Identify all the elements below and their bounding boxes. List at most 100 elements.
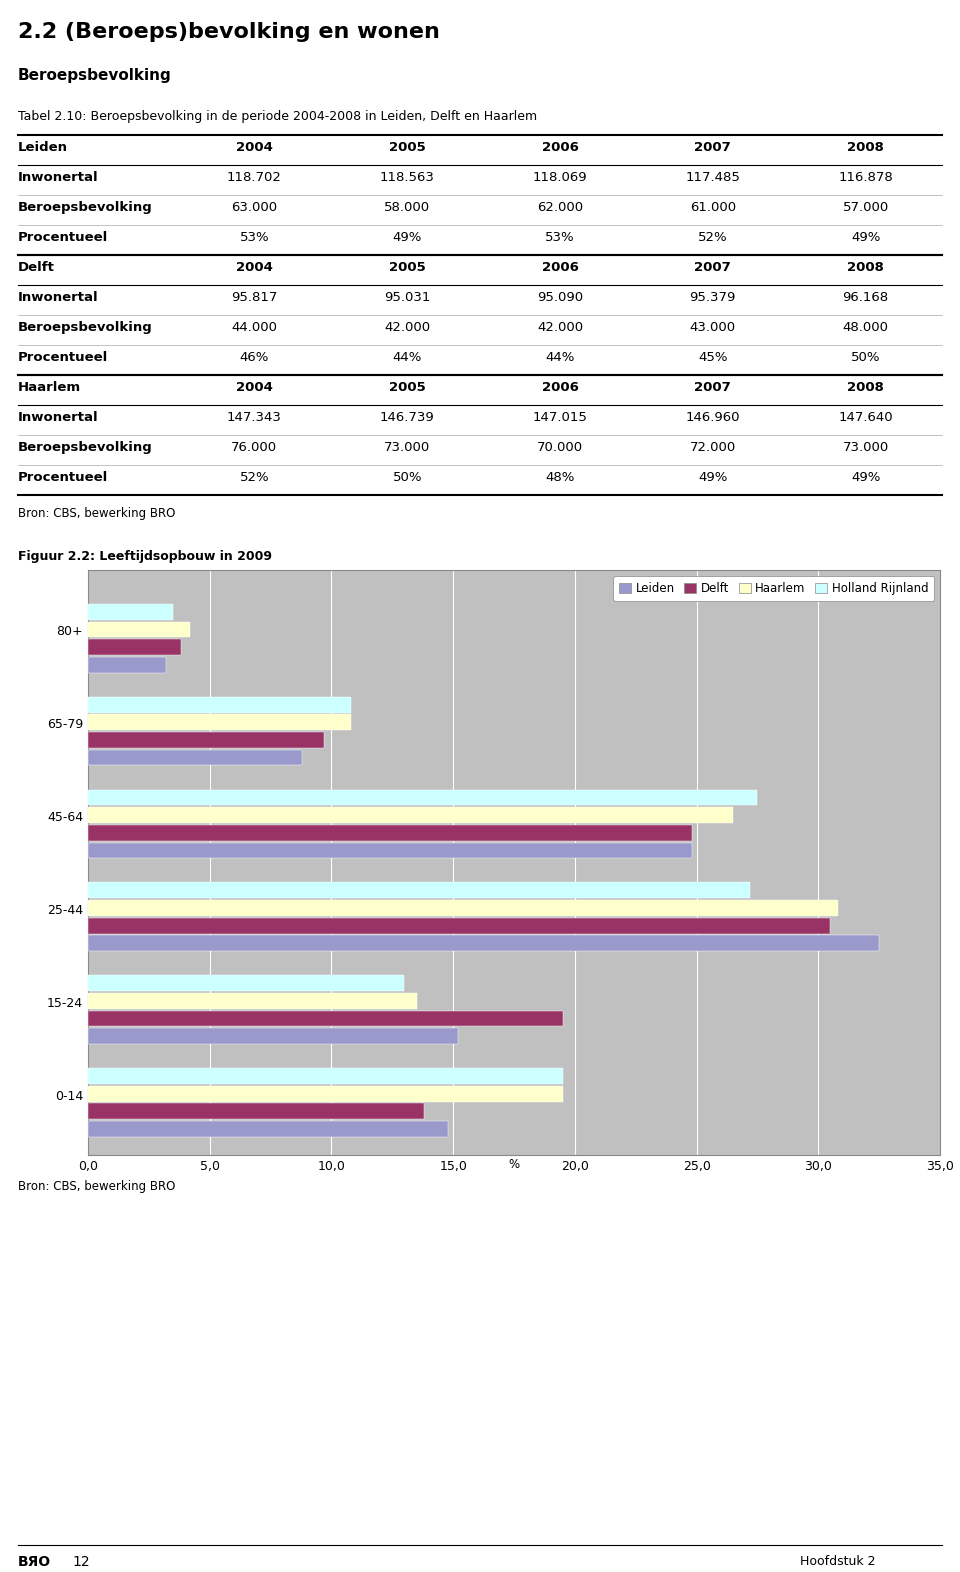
Text: 12: 12 <box>72 1555 89 1569</box>
Bar <box>88 1086 563 1102</box>
Text: 118.563: 118.563 <box>380 171 435 184</box>
Text: 147.015: 147.015 <box>533 410 588 424</box>
Text: Beroepsbevolking: Beroepsbevolking <box>18 68 172 83</box>
Text: Haarlem: Haarlem <box>18 380 82 395</box>
Text: Procentueel: Procentueel <box>18 231 108 244</box>
Text: 2008: 2008 <box>847 380 884 395</box>
Bar <box>88 657 166 673</box>
Text: Hoofdstuk 2: Hoofdstuk 2 <box>800 1555 876 1567</box>
Text: 53%: 53% <box>240 231 269 244</box>
Text: 2005: 2005 <box>389 261 425 274</box>
Text: Inwonertal: Inwonertal <box>18 171 99 184</box>
Text: 49%: 49% <box>698 472 728 484</box>
Bar <box>88 1104 424 1119</box>
Text: %: % <box>509 1159 519 1171</box>
Bar <box>88 750 302 766</box>
Text: 2006: 2006 <box>541 380 579 395</box>
Text: Inwonertal: Inwonertal <box>18 291 99 303</box>
Bar <box>88 696 351 712</box>
Text: Beroepsbevolking: Beroepsbevolking <box>18 321 153 333</box>
Text: 95.379: 95.379 <box>689 291 736 303</box>
Text: 42.000: 42.000 <box>384 321 430 333</box>
Text: 49%: 49% <box>851 231 880 244</box>
Text: 2005: 2005 <box>389 141 425 154</box>
Text: 53%: 53% <box>545 231 575 244</box>
Text: 45%: 45% <box>698 351 728 365</box>
Text: 2007: 2007 <box>694 261 732 274</box>
Bar <box>88 825 692 841</box>
Text: 2.2 (Beroeps)bevolking en wonen: 2.2 (Beroeps)bevolking en wonen <box>18 22 440 42</box>
Text: Bron: CBS, bewerking BRO: Bron: CBS, bewerking BRO <box>18 508 176 520</box>
Text: 44%: 44% <box>393 351 421 365</box>
Text: 58.000: 58.000 <box>384 201 430 214</box>
Text: 96.168: 96.168 <box>843 291 889 303</box>
Text: Tabel 2.10: Beroepsbevolking in de periode 2004-2008 in Leiden, Delft en Haarlem: Tabel 2.10: Beroepsbevolking in de perio… <box>18 110 538 123</box>
Text: BЯO: BЯO <box>18 1555 51 1569</box>
Text: 146.739: 146.739 <box>380 410 435 424</box>
Bar <box>88 789 757 805</box>
Bar <box>88 640 180 656</box>
Text: 50%: 50% <box>393 472 422 484</box>
Text: 61.000: 61.000 <box>689 201 736 214</box>
Text: 2006: 2006 <box>541 261 579 274</box>
Text: Leiden: Leiden <box>18 141 68 154</box>
Text: 57.000: 57.000 <box>843 201 889 214</box>
Bar <box>88 1121 448 1137</box>
Bar <box>88 1028 458 1044</box>
Text: 44%: 44% <box>545 351 575 365</box>
Text: 95.090: 95.090 <box>537 291 583 303</box>
Bar <box>88 843 692 858</box>
Text: Bron: CBS, bewerking BRO: Bron: CBS, bewerking BRO <box>18 1181 176 1193</box>
Text: 46%: 46% <box>240 351 269 365</box>
Text: Procentueel: Procentueel <box>18 472 108 484</box>
Text: 2004: 2004 <box>236 261 273 274</box>
Text: 76.000: 76.000 <box>231 442 277 454</box>
Text: 147.640: 147.640 <box>838 410 893 424</box>
Text: 52%: 52% <box>240 472 269 484</box>
Bar <box>88 935 879 951</box>
Text: 2007: 2007 <box>694 141 732 154</box>
Text: Beroepsbevolking: Beroepsbevolking <box>18 201 153 214</box>
Text: 44.000: 44.000 <box>231 321 277 333</box>
Bar <box>88 808 733 824</box>
Text: 2004: 2004 <box>236 380 273 395</box>
Text: 116.878: 116.878 <box>838 171 893 184</box>
Text: 2007: 2007 <box>694 380 732 395</box>
Bar <box>88 1011 563 1027</box>
Text: 2004: 2004 <box>236 141 273 154</box>
Text: Figuur 2.2: Leeftijdsopbouw in 2009: Figuur 2.2: Leeftijdsopbouw in 2009 <box>18 550 272 563</box>
Text: 73.000: 73.000 <box>843 442 889 454</box>
Legend: Leiden, Delft, Haarlem, Holland Rijnland: Leiden, Delft, Haarlem, Holland Rijnland <box>613 575 934 601</box>
Text: 2008: 2008 <box>847 261 884 274</box>
Text: 48%: 48% <box>545 472 575 484</box>
Bar <box>88 621 190 637</box>
Text: 2008: 2008 <box>847 141 884 154</box>
Text: Procentueel: Procentueel <box>18 351 108 365</box>
Bar <box>88 975 404 990</box>
Text: 62.000: 62.000 <box>537 201 583 214</box>
Text: 50%: 50% <box>851 351 880 365</box>
Text: 52%: 52% <box>698 231 728 244</box>
Text: Inwonertal: Inwonertal <box>18 410 99 424</box>
Text: 95.031: 95.031 <box>384 291 430 303</box>
Text: 70.000: 70.000 <box>537 442 583 454</box>
Text: 73.000: 73.000 <box>384 442 430 454</box>
Text: 118.702: 118.702 <box>227 171 282 184</box>
Text: 95.817: 95.817 <box>231 291 277 303</box>
Bar <box>88 714 351 729</box>
Bar <box>88 733 324 748</box>
Text: Delft: Delft <box>18 261 55 274</box>
Text: 43.000: 43.000 <box>689 321 736 333</box>
Bar <box>88 901 838 916</box>
Text: 2006: 2006 <box>541 141 579 154</box>
Bar <box>88 918 830 934</box>
Text: 147.343: 147.343 <box>227 410 282 424</box>
Text: 146.960: 146.960 <box>685 410 740 424</box>
Bar <box>88 1069 563 1085</box>
Text: 72.000: 72.000 <box>689 442 736 454</box>
Bar <box>88 604 173 619</box>
Bar <box>88 882 750 898</box>
Text: 42.000: 42.000 <box>537 321 583 333</box>
Text: 2005: 2005 <box>389 380 425 395</box>
Text: 49%: 49% <box>393 231 421 244</box>
